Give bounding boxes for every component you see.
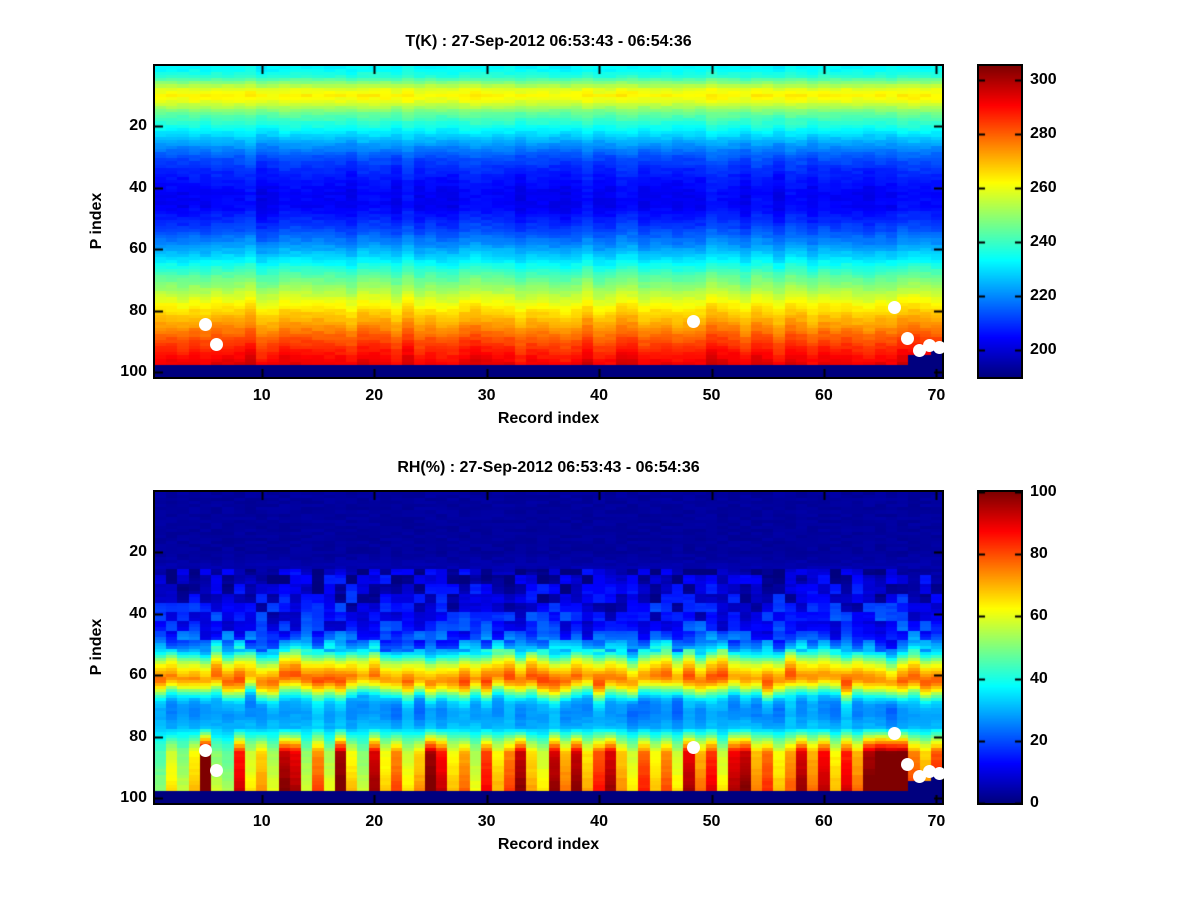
temperature-heatmap-canvas	[155, 66, 942, 377]
colorbar-tick-label: 80	[1030, 545, 1048, 563]
surface-marker	[913, 344, 926, 358]
surface-marker	[199, 744, 213, 758]
surface-marker	[933, 767, 947, 781]
rh-x-axis-label: Record index	[497, 836, 600, 853]
temperature-colorbar-canvas	[979, 66, 1021, 377]
x-tick-label: 20	[365, 813, 384, 830]
rh-colorbar	[977, 490, 1023, 805]
rh-heatmap-canvas	[155, 492, 942, 803]
surface-marker	[923, 765, 937, 779]
x-tick-label: 10	[252, 387, 271, 404]
surface-marker	[888, 727, 902, 741]
colorbar-tick-label: 100	[1030, 483, 1057, 500]
colorbar-tick-label: 0	[1030, 794, 1039, 811]
x-tick-label: 70	[927, 813, 946, 830]
colorbar-tick-label: 220	[1030, 286, 1057, 304]
x-tick-label: 60	[815, 813, 833, 830]
surface-marker	[199, 318, 213, 332]
surface-marker	[210, 338, 224, 352]
y-tick-label: 20	[129, 117, 147, 135]
x-tick-label: 30	[477, 387, 496, 404]
x-tick-label: 50	[702, 387, 721, 404]
rh-colorbar-canvas	[979, 492, 1021, 803]
surface-marker	[923, 339, 937, 353]
temperature-plot-title: T(K) : 27-Sep-2012 06:53:43 - 06:54:36	[405, 33, 692, 50]
rh-plot-title: RH(%) : 27-Sep-2012 06:53:43 - 06:54:36	[397, 459, 700, 476]
surface-marker	[900, 332, 914, 345]
y-tick-label: 100	[120, 363, 147, 381]
x-tick-label: 40	[590, 387, 608, 404]
y-tick-label: 20	[129, 543, 147, 561]
surface-marker	[888, 301, 902, 315]
x-tick-label: 50	[702, 813, 721, 830]
x-tick-label: 10	[252, 813, 271, 830]
temperature-x-axis-label: Record index	[497, 410, 600, 427]
surface-marker	[913, 770, 926, 784]
y-tick-label: 60	[129, 240, 147, 258]
temperature-heatmap-axes	[153, 64, 944, 379]
y-tick-label: 60	[129, 666, 147, 684]
colorbar-tick-label: 260	[1030, 178, 1057, 196]
y-tick-label: 40	[129, 604, 147, 622]
colorbar-tick-label: 300	[1030, 70, 1057, 88]
colorbar-tick-label: 20	[1030, 731, 1048, 749]
surface-marker	[687, 315, 701, 329]
colorbar-tick-label: 200	[1030, 340, 1057, 358]
colorbar-tick-label: 40	[1030, 669, 1048, 687]
surface-marker	[687, 741, 701, 755]
x-tick-label: 60	[815, 387, 833, 404]
surface-marker	[933, 341, 947, 355]
temperature-colorbar	[977, 64, 1023, 379]
surface-marker	[210, 764, 224, 778]
x-tick-label: 70	[927, 387, 946, 404]
y-tick-label: 40	[129, 178, 147, 196]
y-tick-label: 80	[129, 301, 147, 319]
x-tick-label: 30	[477, 813, 496, 830]
y-tick-label: 100	[120, 789, 147, 807]
colorbar-tick-label: 280	[1030, 124, 1057, 142]
rh-heatmap-axes	[153, 490, 944, 805]
x-tick-label: 40	[590, 813, 608, 830]
y-tick-label: 80	[129, 727, 147, 745]
x-tick-label: 20	[365, 387, 384, 404]
colorbar-tick-label: 60	[1030, 607, 1048, 625]
colorbar-tick-label: 240	[1030, 232, 1057, 250]
surface-marker	[900, 758, 914, 771]
